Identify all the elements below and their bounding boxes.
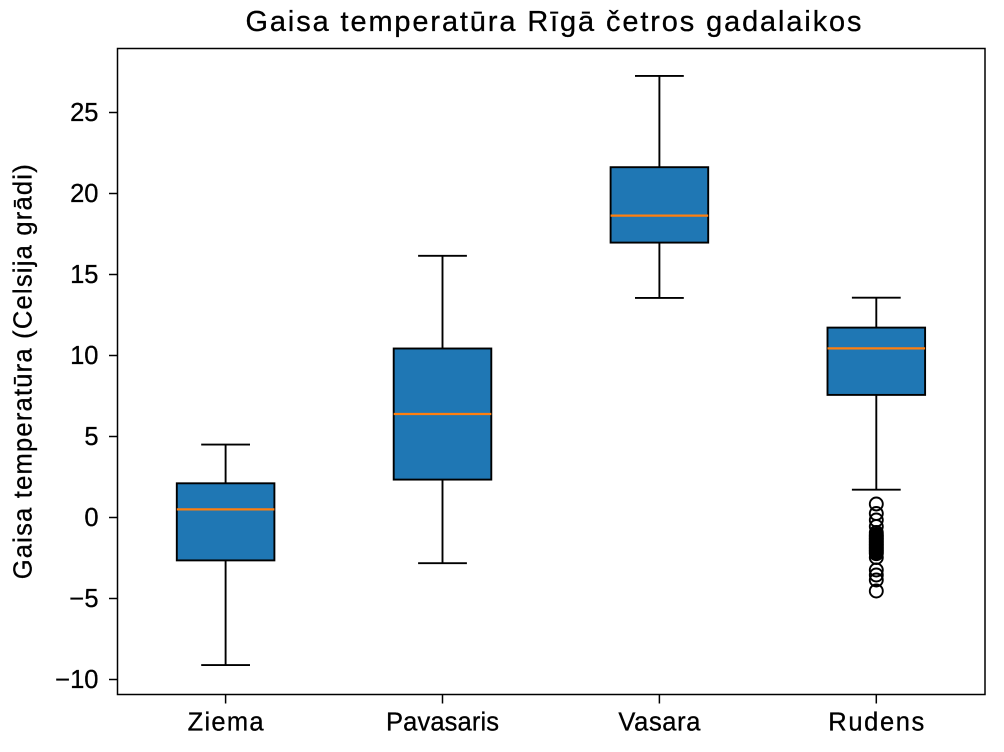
svg-text:Gaisa temperatūra (Celsija grā: Gaisa temperatūra (Celsija grādi) bbox=[10, 164, 38, 579]
svg-text:Vasara: Vasara bbox=[618, 709, 701, 737]
svg-text:5: 5 bbox=[84, 423, 98, 451]
svg-text:10: 10 bbox=[70, 342, 98, 370]
svg-text:−10: −10 bbox=[55, 666, 98, 694]
svg-text:0: 0 bbox=[84, 504, 98, 532]
svg-text:Rudens: Rudens bbox=[828, 709, 924, 737]
svg-text:−5: −5 bbox=[69, 585, 98, 613]
svg-text:Pavasaris: Pavasaris bbox=[386, 709, 499, 737]
svg-text:20: 20 bbox=[70, 180, 98, 208]
svg-text:25: 25 bbox=[70, 99, 98, 127]
svg-text:Gaisa temperatūra Rīgā četros: Gaisa temperatūra Rīgā četros gadalaikos bbox=[246, 6, 862, 38]
svg-text:15: 15 bbox=[70, 261, 98, 289]
svg-text:Ziema: Ziema bbox=[188, 709, 265, 737]
